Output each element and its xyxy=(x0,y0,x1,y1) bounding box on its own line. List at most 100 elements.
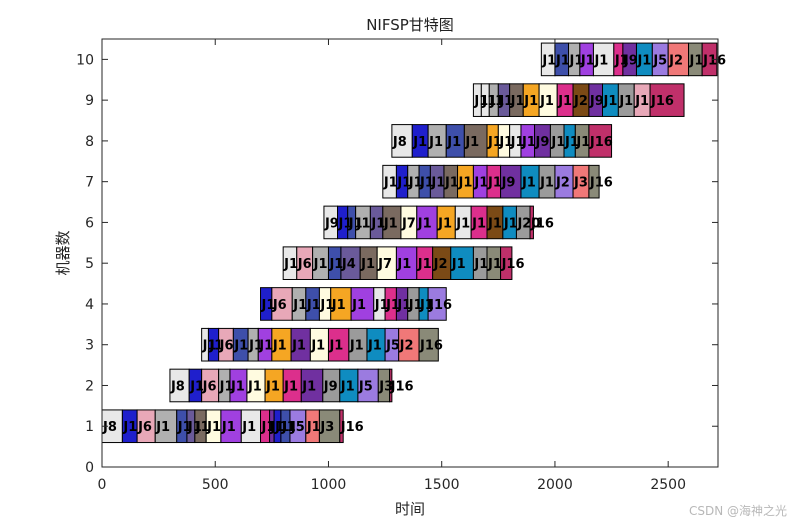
task-label: J1 xyxy=(575,135,590,150)
task-label: J6 xyxy=(272,298,287,313)
task-bar xyxy=(418,327,439,362)
task-label: J6 xyxy=(219,339,234,354)
y-tick-label: 0 xyxy=(85,460,94,476)
x-tick-label: 500 xyxy=(202,477,229,493)
task-label: J1 xyxy=(206,420,221,435)
y-axis-ticks: 0 1 2 3 4 5 6 7 8 9 10 xyxy=(76,52,718,476)
task-label: J16 xyxy=(650,94,674,109)
task-label: J1 xyxy=(634,94,649,109)
y-tick-label: 5 xyxy=(85,256,94,272)
task-label: J9 xyxy=(623,53,638,68)
task-label: J16 xyxy=(340,420,364,435)
task-label: J1 xyxy=(557,94,572,109)
task-label: J1 xyxy=(370,216,385,231)
task-label: J1 xyxy=(274,420,289,435)
task-label: J16 xyxy=(501,257,525,272)
y-tick-label: 4 xyxy=(85,297,94,313)
task-label: J4 xyxy=(341,257,356,272)
task-label: J1 xyxy=(202,339,217,354)
task-label: J1 xyxy=(360,257,375,272)
task-label: J20 xyxy=(516,216,540,231)
task-label: J1 xyxy=(614,53,629,68)
task-label: J1 xyxy=(283,379,298,394)
task-label: J1 xyxy=(603,94,618,109)
task-label: J16 xyxy=(428,298,452,313)
task-bar xyxy=(588,164,600,199)
task-label: J2 xyxy=(668,53,683,68)
task-label: J1 xyxy=(564,135,579,150)
task-label: J7 xyxy=(377,257,392,272)
task-label: J1 xyxy=(272,339,287,354)
task-label: J2 xyxy=(573,94,588,109)
task-label: J1 xyxy=(351,298,366,313)
y-tick-label: 1 xyxy=(85,419,94,435)
task-label: J1 xyxy=(177,420,192,435)
task-label: J1 xyxy=(487,176,502,191)
task-label: J1 xyxy=(306,420,321,435)
task-label: J1 xyxy=(348,216,363,231)
task-label: J1 xyxy=(189,379,204,394)
task-label: J1 xyxy=(636,53,651,68)
task-label: J5 xyxy=(385,339,400,354)
task-label: J1 xyxy=(471,216,486,231)
task-label: J1 xyxy=(328,257,343,272)
task-label: J1 xyxy=(291,339,306,354)
y-tick-label: 8 xyxy=(85,134,94,150)
task-label: J1 xyxy=(313,257,328,272)
task-label: J1 xyxy=(487,257,502,272)
task-label: J1 xyxy=(487,216,502,231)
task-label: J1 xyxy=(580,53,595,68)
x-tick-label: 2500 xyxy=(650,477,686,493)
task-label: J1 xyxy=(451,257,466,272)
task-label: J1 xyxy=(430,176,445,191)
task-label: J1 xyxy=(383,176,398,191)
task-label: J1 xyxy=(233,339,248,354)
y-tick-label: 10 xyxy=(76,52,94,68)
task-label: J1 xyxy=(498,135,513,150)
task-label: J1 xyxy=(247,379,262,394)
task-label: J1 xyxy=(292,298,307,313)
task-label: J1 xyxy=(539,176,554,191)
task-label: J1 xyxy=(473,257,488,272)
y-tick-label: 3 xyxy=(85,338,94,354)
task-label: J3 xyxy=(319,420,334,435)
task-label: J1 xyxy=(301,379,316,394)
task-label: J3 xyxy=(573,176,588,191)
task-label: J1 xyxy=(385,298,400,313)
task-label: J1 xyxy=(444,176,459,191)
task-label: J1 xyxy=(281,420,296,435)
task-label: J7 xyxy=(401,216,416,231)
task-label: J1 xyxy=(195,420,210,435)
task-label: J1 xyxy=(489,94,504,109)
task-label: J1 xyxy=(230,379,245,394)
task-label: J1 xyxy=(417,216,432,231)
task-label: J1 xyxy=(618,94,633,109)
task-label: J2 xyxy=(433,257,448,272)
task-label: J1 xyxy=(340,379,355,394)
task-label: J6 xyxy=(202,379,217,394)
task-label: J1 xyxy=(265,379,280,394)
task-label: J1 xyxy=(503,216,518,231)
task-label: J1 xyxy=(541,53,556,68)
task-label: J1 xyxy=(241,420,256,435)
watermark-text: CSDN @海神之光 xyxy=(689,503,787,518)
task-label: J1 xyxy=(510,94,525,109)
task-label: J1 xyxy=(569,53,584,68)
task-label: J1 xyxy=(523,94,538,109)
task-bar xyxy=(389,368,393,403)
y-tick-label: 9 xyxy=(85,93,94,109)
task-label: J1 xyxy=(412,135,427,150)
task-bar xyxy=(529,205,534,240)
task-label: J1 xyxy=(487,135,502,150)
y-tick-label: 2 xyxy=(85,378,94,394)
task-label: J1 xyxy=(396,257,411,272)
task-label: J1 xyxy=(473,176,488,191)
x-tick-label: 0 xyxy=(98,477,107,493)
